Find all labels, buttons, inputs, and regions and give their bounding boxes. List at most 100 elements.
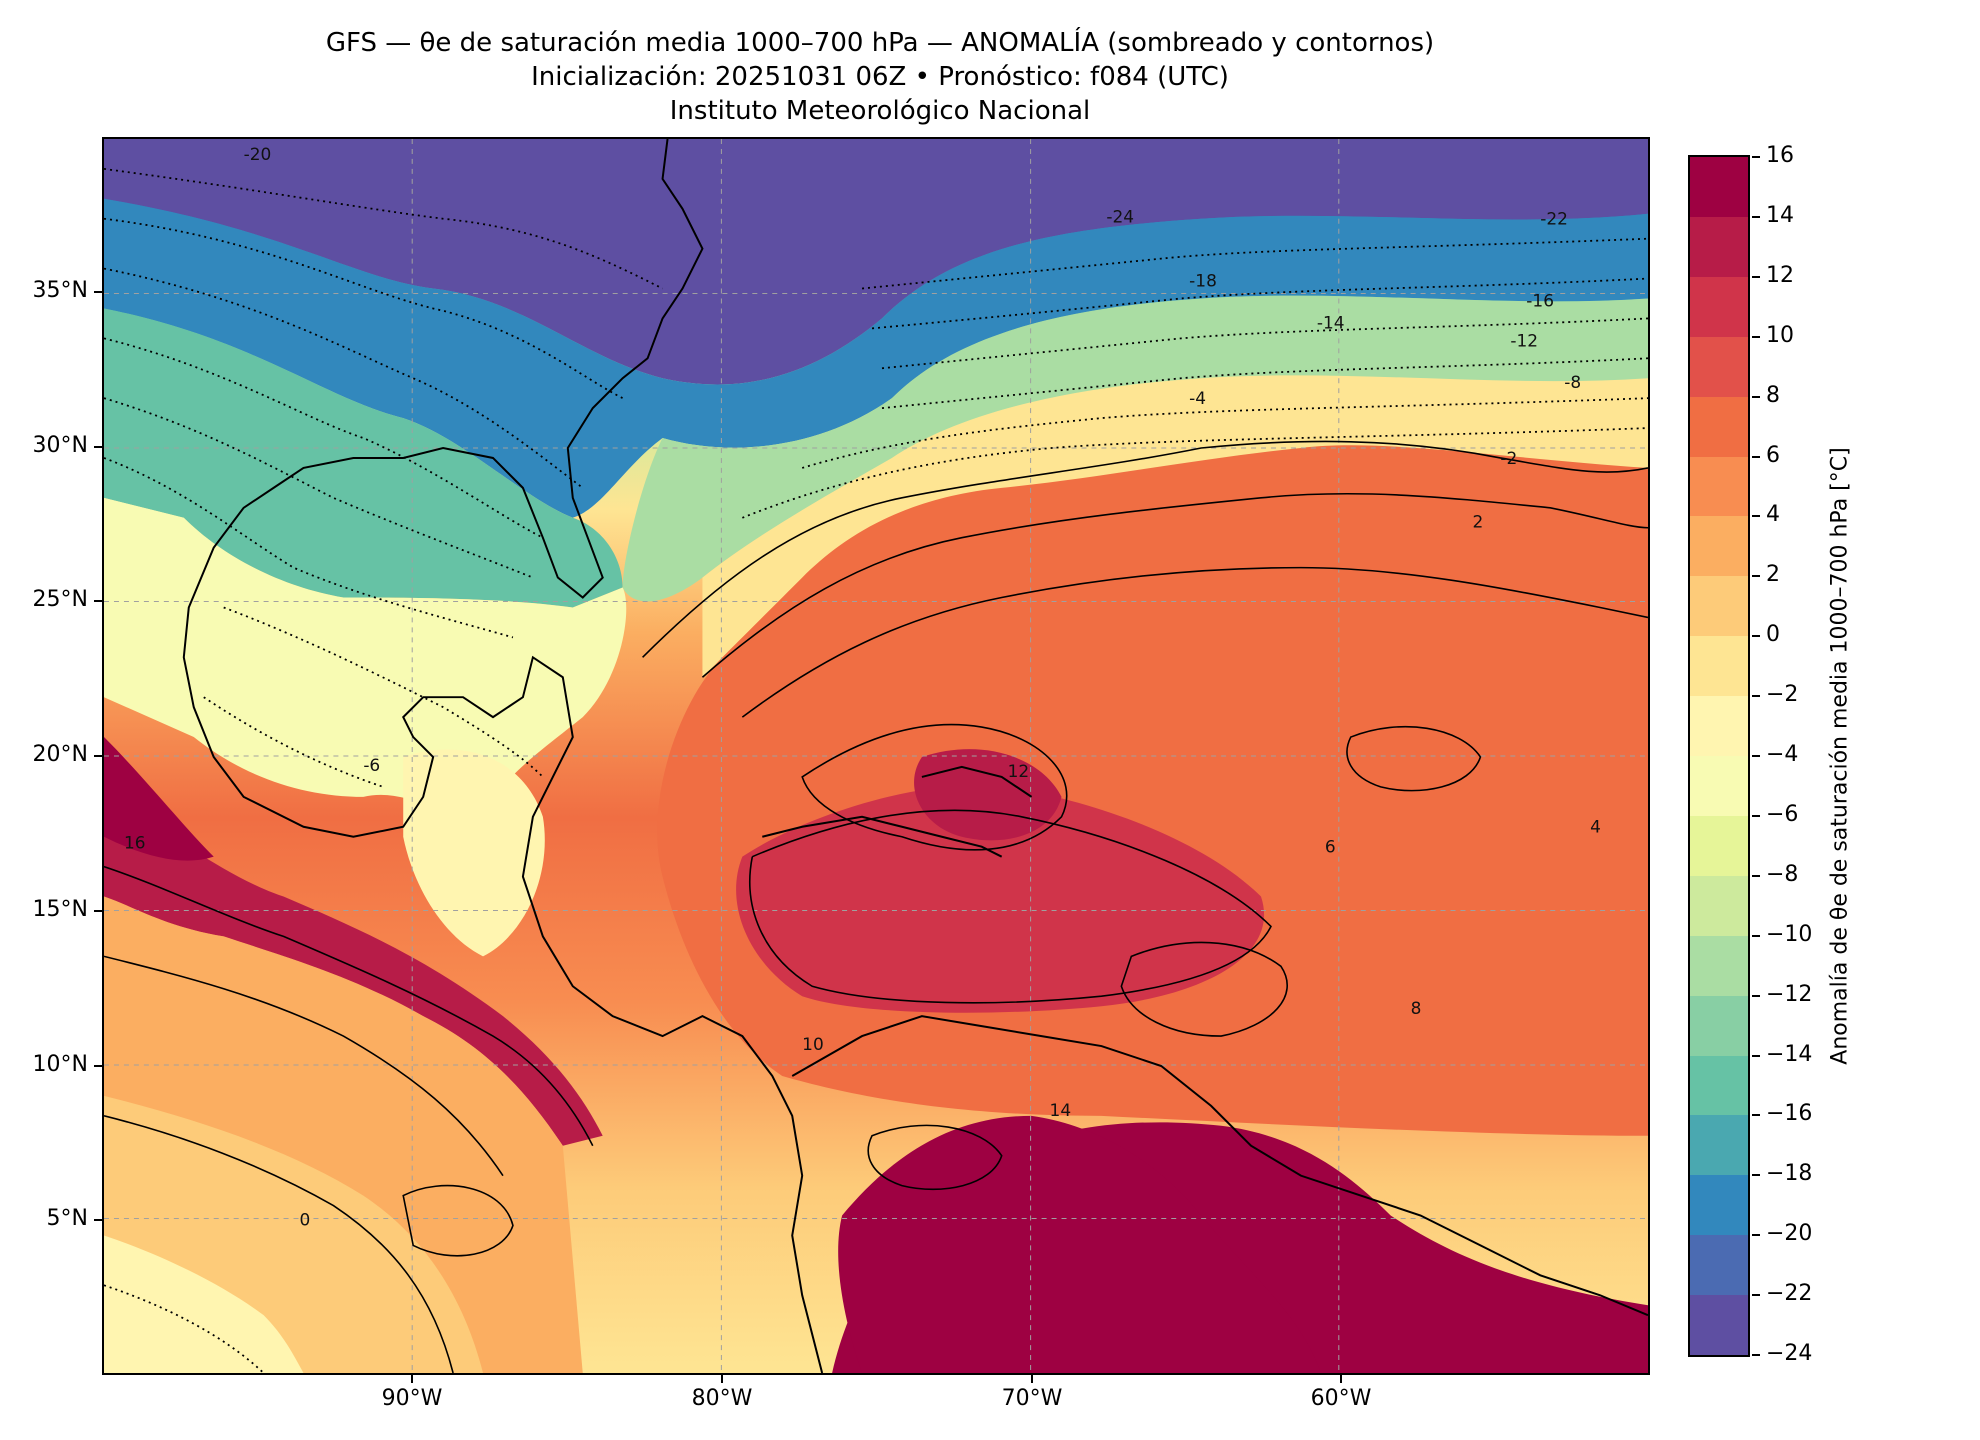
contour-label: -16 <box>1526 290 1554 310</box>
colorbar-tick-label: −24 <box>1766 1341 1813 1366</box>
field-hot-mexico-pacific <box>104 737 214 861</box>
contour-label: 14 <box>1050 1100 1072 1120</box>
field-yucatan-pale <box>403 749 545 957</box>
lat-tick-mark <box>94 600 102 602</box>
colorbar-tick-label: −16 <box>1766 1101 1813 1127</box>
colorbar-segment <box>1690 935 1748 997</box>
lat-tick-label: 15°N <box>32 897 88 922</box>
field-light-yellow-gulf <box>104 497 627 817</box>
map-panel: -20 -24 -22 -18 -16 -14 -12 -8 -4 -2 2 4… <box>102 137 1650 1375</box>
lat-tick-mark <box>94 755 102 757</box>
contour-label: 6 <box>1325 837 1336 857</box>
lat-tick-label: 10°N <box>32 1052 88 1077</box>
colorbar-tick-label: −20 <box>1766 1221 1813 1247</box>
colorbar-segment <box>1690 1295 1748 1355</box>
contour-label: 16 <box>124 833 146 853</box>
field-pacific-pale <box>104 1235 304 1373</box>
lon-tick-label: 80°W <box>691 1386 753 1411</box>
lat-tick-mark <box>94 910 102 912</box>
anomaly-map: -20 -24 -22 -18 -16 -14 -12 -8 -4 -2 2 4… <box>104 139 1648 1373</box>
colorbar-segment <box>1690 157 1748 218</box>
colorbar-tick-label: −18 <box>1766 1161 1813 1187</box>
colorbar-tick-label: 6 <box>1766 442 1780 468</box>
lon-tick-mark <box>411 1375 413 1383</box>
colorbar-segment <box>1690 696 1748 757</box>
colorbar-tick-mark <box>1752 575 1760 578</box>
contour-label: -20 <box>244 144 272 164</box>
contours-positive <box>104 440 1648 1373</box>
colorbar-tick-mark <box>1752 1174 1760 1177</box>
contour-label: 8 <box>1411 998 1422 1018</box>
colorbar-segment <box>1690 276 1748 338</box>
colorbar-segment <box>1690 1055 1748 1117</box>
colorbar-tick-label: 4 <box>1766 502 1780 528</box>
colorbar-segment <box>1690 636 1748 698</box>
colorbar-segment <box>1690 1115 1748 1177</box>
colorbar-tick-mark <box>1752 1114 1760 1117</box>
contour-label: -6 <box>363 755 380 775</box>
colorbar-tick-label: −8 <box>1766 861 1799 887</box>
lat-tick-mark <box>94 291 102 293</box>
lat-tick-label: 25°N <box>32 587 88 612</box>
colorbar-tick-mark <box>1752 1054 1760 1057</box>
lon-tick-label: 70°W <box>1001 1386 1063 1411</box>
lon-tick-mark <box>1340 1375 1342 1383</box>
colorbar-tick-mark <box>1752 814 1760 817</box>
lon-tick-mark <box>721 1375 723 1383</box>
colorbar-segment <box>1690 815 1748 877</box>
contour-label: 10 <box>802 1034 824 1054</box>
colorbar-tick-label: −22 <box>1766 1281 1813 1307</box>
lon-tick-label: 60°W <box>1310 1386 1372 1411</box>
field-cold-north <box>104 139 1648 385</box>
contour-label: -8 <box>1564 372 1581 392</box>
colorbar-tick-mark <box>1752 695 1760 698</box>
colorbar-segment <box>1690 516 1748 578</box>
colorbar-tick-label: −14 <box>1766 1041 1813 1067</box>
lon-tick-mark <box>1031 1375 1033 1383</box>
contour-label: -4 <box>1189 388 1206 408</box>
lat-tick-mark <box>94 1065 102 1067</box>
colorbar-tick-label: 16 <box>1766 143 1794 168</box>
contour-label: -2 <box>1500 448 1517 468</box>
figure-title: GFS — θe de saturación media 1000–700 hP… <box>100 26 1660 128</box>
coastlines <box>182 139 1648 1373</box>
contour-label: -14 <box>1317 312 1345 332</box>
colorbar-tick-label: 8 <box>1766 382 1780 408</box>
lat-tick-label: 5°N <box>46 1206 88 1231</box>
colorbar-segment <box>1690 875 1748 937</box>
colorbar-segment <box>1690 756 1748 817</box>
title-line-2: Inicialización: 20251031 06Z • Pronóstic… <box>531 62 1229 92</box>
lat-tick-label: 35°N <box>32 278 88 303</box>
colorbar-tick-label: −12 <box>1766 981 1813 1007</box>
colorbar-segment <box>1690 1235 1748 1297</box>
colorbar-tick-mark <box>1752 934 1760 937</box>
colorbar-tick-mark <box>1752 515 1760 518</box>
colorbar-tick-mark <box>1752 455 1760 458</box>
colorbar-tick-label: −2 <box>1766 682 1799 708</box>
colorbar-tick-label: 12 <box>1766 262 1794 288</box>
colorbar-tick-mark <box>1752 335 1760 338</box>
colorbar-tick-mark <box>1752 755 1760 757</box>
colorbar-tick-label: −4 <box>1766 742 1799 767</box>
colorbar-tick-mark <box>1752 215 1760 218</box>
lat-tick-label: 20°N <box>32 742 88 767</box>
colorbar-tick-mark <box>1752 994 1760 997</box>
lon-tick-label: 90°W <box>381 1386 443 1411</box>
colorbar-tick-label: 2 <box>1766 562 1780 588</box>
contour-label: -12 <box>1510 330 1538 350</box>
field-yellow-band <box>702 375 1648 678</box>
colorbar-tick-mark <box>1752 1294 1760 1297</box>
title-line-1: GFS — θe de saturación media 1000–700 hP… <box>325 28 1435 58</box>
lat-tick-label: 30°N <box>32 433 88 458</box>
colorbar-segment <box>1690 456 1748 518</box>
colorbar-tick-mark <box>1752 275 1760 278</box>
contour-label: -18 <box>1189 271 1217 291</box>
colorbar-segment <box>1690 396 1748 458</box>
colorbar-tick-label: −10 <box>1766 921 1813 947</box>
contour-labels: -20 -24 -22 -18 -16 -14 -12 -8 -4 -2 2 4… <box>124 144 1601 1230</box>
colorbar-tick-label: −6 <box>1766 801 1799 827</box>
field-hot-central-america <box>104 796 603 1146</box>
colorbar-tick-mark <box>1752 635 1760 638</box>
colorbar-tick-mark <box>1752 1354 1760 1356</box>
title-line-3: Instituto Meteorológico Nacional <box>669 96 1091 126</box>
